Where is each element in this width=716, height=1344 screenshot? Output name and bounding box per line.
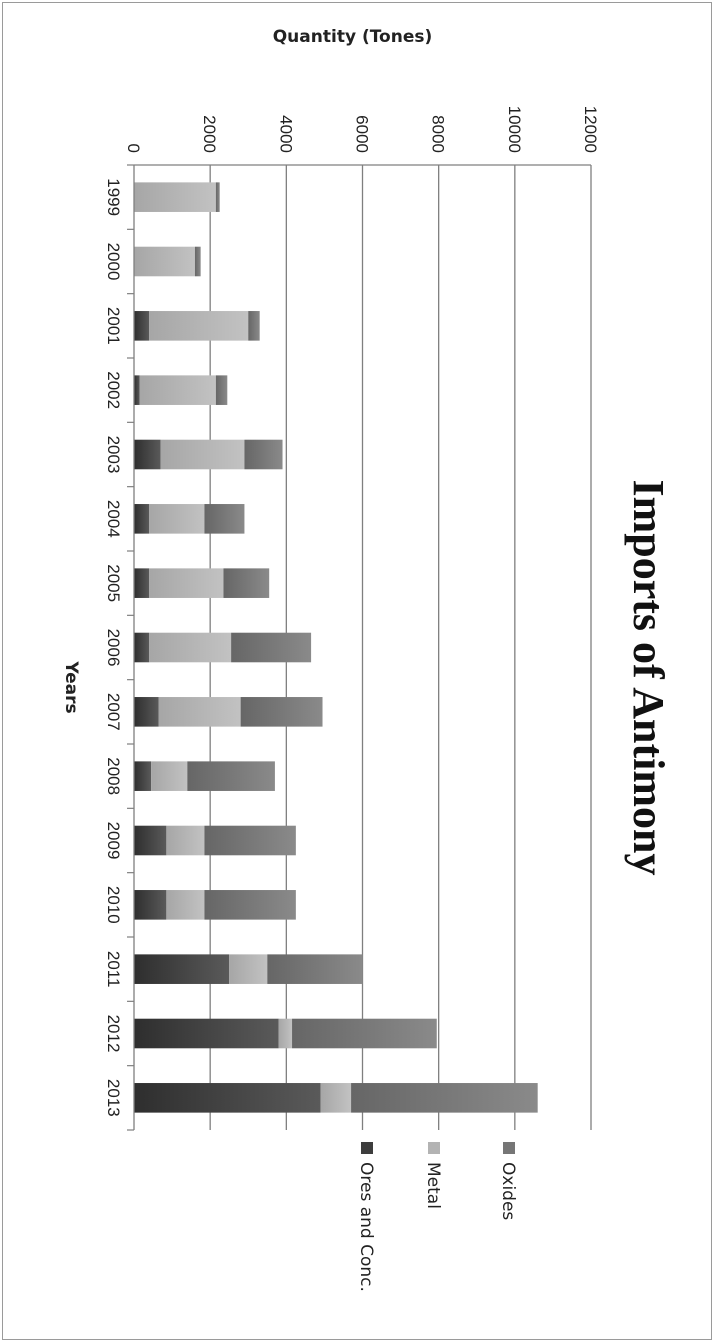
bar-oxides-2001 <box>248 311 260 341</box>
x-tick-label: 2011 <box>104 951 123 988</box>
bar-ores-and-conc-2013 <box>134 1083 321 1113</box>
bar-metal-2007 <box>158 697 241 727</box>
x-tick-label: 2000 <box>104 243 123 281</box>
x-tick-label: 2005 <box>104 564 123 602</box>
bar-ores-and-conc-2009 <box>134 825 167 856</box>
y-tick-label: 10000 <box>505 106 524 153</box>
bar-oxides-2005 <box>223 568 270 598</box>
bar-ores-and-conc-2001 <box>134 311 150 341</box>
bar-oxides-2011 <box>267 954 363 984</box>
x-tick-label: 1999 <box>104 178 123 216</box>
legend-swatch-ores-and-conc <box>361 1142 373 1154</box>
bar-oxides-1999 <box>215 182 220 212</box>
bar-oxides-2000 <box>194 246 201 277</box>
bar-ores-and-conc-2012 <box>134 1018 279 1049</box>
legend-swatch-oxides <box>503 1142 515 1154</box>
bar-metal-2010 <box>166 890 205 920</box>
x-tick-label: 2004 <box>104 500 123 538</box>
y-tick-label: 8000 <box>429 115 448 153</box>
x-tick-label: 2006 <box>104 629 123 667</box>
x-tick-label: 2009 <box>104 822 123 860</box>
bar-metal-2002 <box>139 375 216 405</box>
y-tick-label: 12000 <box>581 106 600 153</box>
legend-label-oxides: Oxides <box>498 1162 518 1220</box>
bar-metal-2013 <box>320 1083 352 1113</box>
bar-oxides-2008 <box>187 761 275 791</box>
bar-ores-and-conc-2011 <box>134 954 230 984</box>
bar-metal-2005 <box>149 568 224 598</box>
x-tick-label: 2001 <box>104 307 123 345</box>
x-tick-label: 2008 <box>104 757 123 795</box>
bar-oxides-2004 <box>204 504 245 534</box>
legend-label-ores-and-conc: Ores and Conc. <box>356 1162 376 1292</box>
bar-metal-2006 <box>149 632 232 663</box>
bar-metal-2011 <box>229 954 268 984</box>
x-tick-label: 2012 <box>104 1015 123 1053</box>
bar-metal-2009 <box>166 825 205 856</box>
x-tick-label: 2013 <box>104 1079 123 1117</box>
bar-ores-and-conc-2003 <box>133 439 161 470</box>
y-tick-label: 2000 <box>200 115 219 153</box>
bar-oxides-2013 <box>351 1083 538 1113</box>
bar-metal-2012 <box>278 1018 293 1049</box>
x-tick-label: 2003 <box>104 436 123 474</box>
bar-metal-2000 <box>134 246 195 277</box>
bar-oxides-2010 <box>204 890 296 920</box>
x-tick-label: 2002 <box>104 371 123 409</box>
bar-ores-and-conc-2010 <box>134 890 167 920</box>
bar-ores-and-conc-2005 <box>134 568 150 598</box>
bar-ores-and-conc-2004 <box>134 504 150 534</box>
x-tick-label: 2010 <box>104 886 123 924</box>
bar-ores-and-conc-2007 <box>133 697 159 727</box>
y-tick-label: 4000 <box>276 115 295 153</box>
bar-oxides-2002 <box>215 375 228 405</box>
legend-swatch-metal <box>428 1142 440 1154</box>
y-axis-title: Quantity (Tones) <box>273 27 433 47</box>
bar-oxides-2006 <box>231 632 312 663</box>
bar-metal-2003 <box>160 439 245 470</box>
y-tick-label: 6000 <box>353 115 372 153</box>
bar-oxides-2003 <box>244 439 283 470</box>
x-tick-label: 2007 <box>104 693 123 731</box>
bar-ores-and-conc-2008 <box>134 761 152 791</box>
bar-ores-and-conc-2006 <box>134 632 150 663</box>
bar-metal-2008 <box>151 761 188 791</box>
bar-oxides-2012 <box>292 1018 437 1049</box>
x-axis-title: Years <box>61 660 81 713</box>
bar-metal-2004 <box>149 504 205 534</box>
bar-oxides-2007 <box>240 697 323 727</box>
bar-oxides-2009 <box>204 825 296 856</box>
legend-label-metal: Metal <box>423 1162 443 1209</box>
bar-metal-1999 <box>134 182 216 212</box>
bar-metal-2001 <box>149 311 249 341</box>
bar-ores-and-conc-2002 <box>134 375 140 405</box>
chart-title: Imports of Antimony <box>624 479 673 875</box>
y-tick-label: 0 <box>124 144 143 153</box>
